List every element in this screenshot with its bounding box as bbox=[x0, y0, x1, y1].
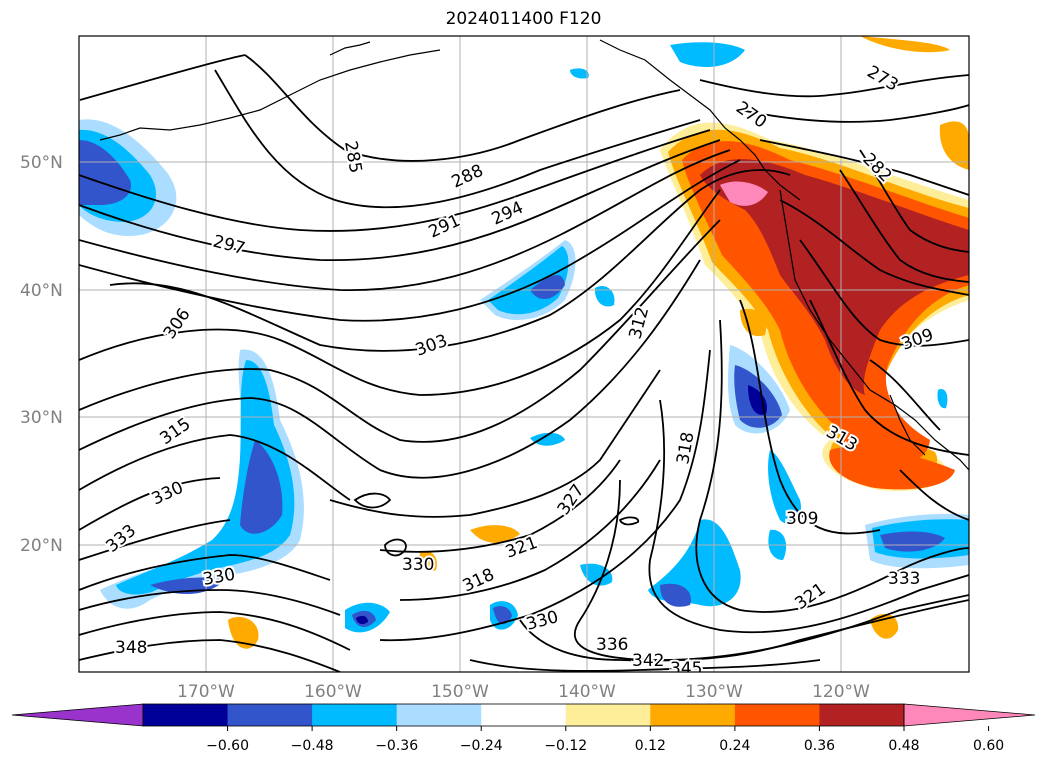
contour-label: 336 bbox=[596, 635, 628, 655]
colorbar-tick-label: 0.12 bbox=[635, 738, 666, 754]
colorbar-tick-label: −0.12 bbox=[544, 738, 587, 754]
colorbar-segment bbox=[227, 704, 313, 726]
contour-label: 330 bbox=[402, 555, 434, 575]
lon-label: 130°W bbox=[685, 682, 743, 702]
colorbar-tick-label: −0.24 bbox=[460, 738, 503, 754]
longitude-labels: 170°W 160°W 150°W 140°W 130°W 120°W bbox=[177, 682, 870, 702]
colorbar-segment bbox=[650, 704, 736, 726]
colorbar-frame bbox=[142, 703, 905, 727]
colorbar-segment bbox=[143, 704, 229, 726]
contour-label: 345 bbox=[670, 659, 702, 679]
lat-label: 50°N bbox=[20, 153, 63, 173]
lon-label: 150°W bbox=[431, 682, 489, 702]
lon-label: 170°W bbox=[177, 682, 235, 702]
colorbar-tick-label: −0.60 bbox=[206, 738, 249, 754]
height-contours bbox=[79, 54, 969, 672]
colorbar-tick-label: 0.36 bbox=[804, 738, 835, 754]
colorbar-segment bbox=[312, 704, 398, 726]
colorbar-segment bbox=[819, 704, 905, 726]
map-panel: 285 288 291 294 297 303 306 312 315 318 … bbox=[79, 36, 969, 679]
map-frame bbox=[78, 35, 970, 673]
latitude-labels: 50°N 40°N 30°N 20°N bbox=[20, 153, 63, 556]
colorbar-extend-low bbox=[11, 703, 144, 727]
colorbar-tick-label: 0.24 bbox=[719, 738, 750, 754]
lat-label: 40°N bbox=[20, 281, 63, 301]
colorbar-tick-label: 0.60 bbox=[973, 738, 1004, 754]
colorbar-tick-label: −0.36 bbox=[375, 738, 418, 754]
lat-label: 30°N bbox=[20, 408, 63, 428]
lon-label: 120°W bbox=[812, 682, 870, 702]
map-title: 2024011400 F120 bbox=[445, 9, 602, 29]
colorbar-extend-high bbox=[903, 703, 1036, 727]
colorbar-segment bbox=[565, 704, 651, 726]
colorbar-segment bbox=[481, 704, 567, 726]
contour-label: 333 bbox=[888, 569, 920, 589]
lon-label: 160°W bbox=[304, 682, 362, 702]
lat-label: 20°N bbox=[20, 536, 63, 556]
colorbar-segment bbox=[396, 704, 482, 726]
contour-label: 342 bbox=[632, 651, 664, 671]
colorbar-segment bbox=[734, 704, 820, 726]
colorbar: −0.60 −0.48 −0.36 −0.24 −0.12 0.12 0.24 0.36 0.4… bbox=[11, 703, 1036, 754]
contour-label: 309 bbox=[786, 509, 818, 529]
colorbar-tick-label: −0.48 bbox=[291, 738, 334, 754]
coastlines bbox=[99, 39, 969, 471]
contour-label: 348 bbox=[115, 638, 147, 658]
lon-label: 140°W bbox=[558, 682, 616, 702]
colorbar-tick-label: 0.48 bbox=[888, 738, 919, 754]
